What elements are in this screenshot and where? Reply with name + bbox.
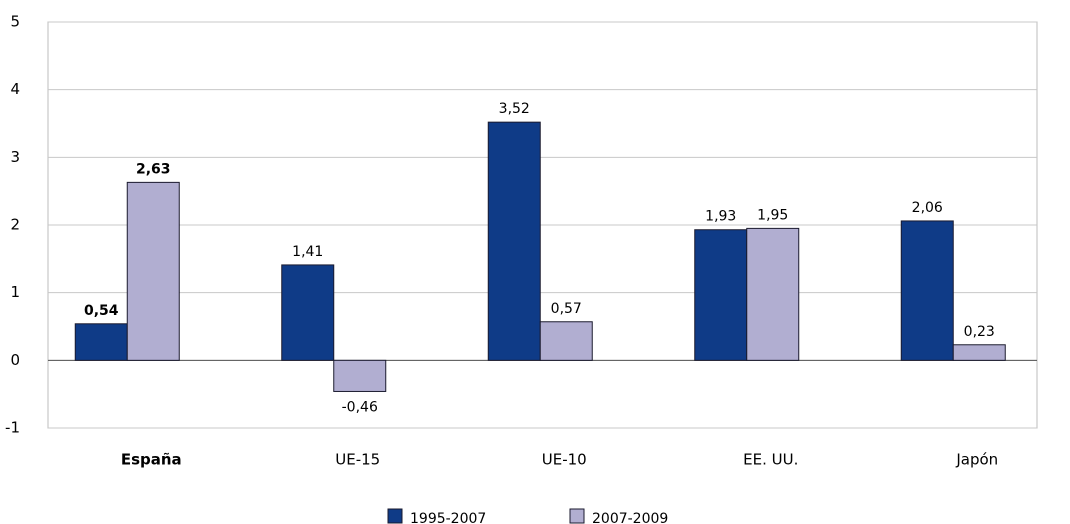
legend-label: 1995-2007 — [410, 511, 486, 524]
y-tick-label: 4 — [10, 80, 20, 98]
x-tick-label: España — [121, 451, 182, 469]
data-label: 1,41 — [292, 244, 323, 260]
legend-label: 2007-2009 — [592, 511, 668, 524]
bar — [746, 227, 800, 361]
data-label: 2,63 — [136, 161, 171, 177]
x-tick-label: EE. UU. — [743, 451, 798, 469]
y-tick-label: 2 — [10, 216, 20, 234]
bar — [333, 359, 387, 392]
x-tick-label: Japón — [955, 451, 998, 469]
bar — [74, 323, 128, 361]
bar — [952, 344, 1006, 361]
data-label: 1,95 — [757, 207, 788, 223]
y-tick-label: 3 — [10, 148, 20, 166]
data-label: 0,23 — [964, 324, 995, 340]
bar — [694, 229, 748, 361]
x-tick-label: UE-10 — [542, 451, 587, 469]
data-label: -0,46 — [342, 399, 378, 415]
y-tick-label: -1 — [5, 419, 20, 437]
bar — [900, 220, 954, 361]
data-label: 3,52 — [499, 101, 530, 117]
y-tick-label: 0 — [10, 351, 20, 369]
data-label: 0,54 — [84, 303, 119, 319]
legend-swatch — [569, 508, 585, 524]
bar — [281, 264, 335, 361]
x-tick-label: UE-15 — [335, 451, 380, 469]
data-label: 1,93 — [705, 209, 736, 225]
bar — [539, 321, 593, 361]
bar — [487, 121, 541, 361]
data-label: 2,06 — [912, 200, 943, 216]
data-label: 0,57 — [551, 301, 582, 317]
y-tick-label: 5 — [10, 13, 20, 31]
legend-swatch — [387, 508, 403, 524]
bar — [126, 181, 180, 361]
y-tick-label: 1 — [10, 283, 20, 301]
